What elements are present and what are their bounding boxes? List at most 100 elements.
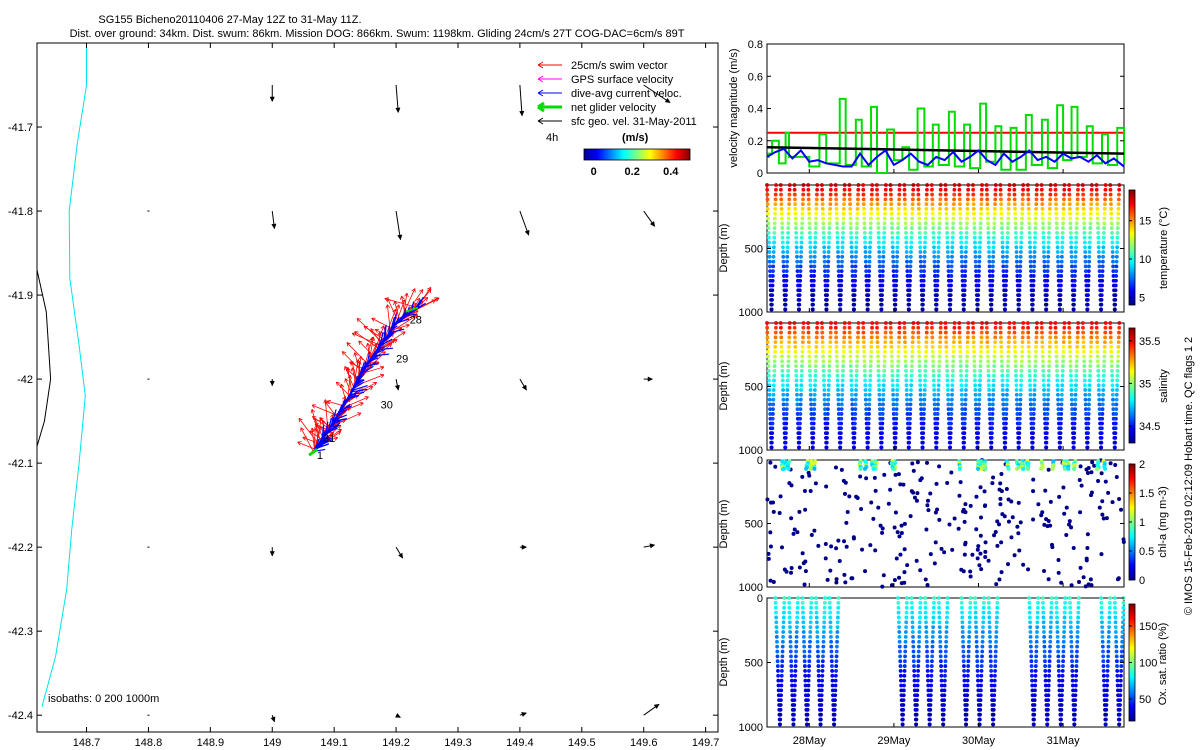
profile-sample xyxy=(1111,412,1116,416)
profile-sample xyxy=(943,659,948,664)
profile-sample xyxy=(1034,349,1038,354)
profile-sample xyxy=(839,288,843,293)
profile-sample xyxy=(967,615,972,620)
profile-sample xyxy=(827,359,832,364)
profile-sample xyxy=(924,639,929,644)
profile-sample xyxy=(770,416,775,421)
geo-vector-17-head xyxy=(521,544,528,550)
profile-sample xyxy=(1048,340,1052,345)
swim-vector-head xyxy=(329,431,334,437)
profile-sample xyxy=(821,349,825,354)
profile-sample xyxy=(1046,245,1051,250)
profile-sample xyxy=(1047,211,1052,216)
profile-sample xyxy=(797,440,802,445)
profile-sample xyxy=(941,722,946,727)
profile-sample xyxy=(961,639,965,644)
profile-sample xyxy=(794,649,798,654)
swim-vector-61 xyxy=(357,355,363,381)
profile-sample xyxy=(771,259,776,264)
profile-sample xyxy=(1029,274,1033,278)
profile-sample xyxy=(785,250,790,254)
profile-sample xyxy=(866,293,871,297)
profile-sample xyxy=(1041,625,1046,630)
map-x-tick-label: 149.5 xyxy=(568,737,596,749)
profile-sample xyxy=(1106,634,1111,639)
profile-sample xyxy=(1108,187,1113,192)
profile-sample xyxy=(977,259,982,264)
profile-sample xyxy=(781,630,786,634)
profile-sample xyxy=(798,402,803,407)
profile-sample xyxy=(950,250,955,254)
profile-sample xyxy=(893,435,898,440)
profile-sample xyxy=(877,250,882,254)
profile-sample xyxy=(909,368,914,373)
profile-sample xyxy=(1096,240,1101,245)
profile-sample xyxy=(1111,269,1116,274)
profile-sample xyxy=(929,664,934,668)
profile-sample xyxy=(952,183,957,187)
profile-sample xyxy=(1113,610,1118,615)
profile-sample xyxy=(949,412,954,416)
profile-sample xyxy=(984,321,989,325)
profile-sample xyxy=(904,240,909,245)
profile-sample xyxy=(848,221,853,226)
profile-sample xyxy=(1113,283,1118,288)
profile-sample xyxy=(896,221,901,226)
profile-sample xyxy=(868,235,873,240)
profile-sample xyxy=(1079,483,1084,488)
profile-sample xyxy=(821,630,826,634)
profile-sample xyxy=(1058,426,1063,431)
profile-sample xyxy=(1045,402,1050,407)
profile-sample xyxy=(868,226,873,230)
profile-sample xyxy=(1041,235,1046,240)
colorbar-tick-label: 1 xyxy=(1139,517,1145,529)
profile-sample xyxy=(842,539,847,544)
profile-sample xyxy=(904,245,909,250)
profile-sample xyxy=(814,207,819,211)
swim-vector-head xyxy=(393,338,398,343)
profile-sample xyxy=(992,693,997,698)
profile-sample xyxy=(869,192,874,197)
profile-sample xyxy=(830,678,835,683)
isobath-200m-line xyxy=(41,43,88,707)
profile-sample xyxy=(1027,221,1032,226)
profile-sample xyxy=(808,634,813,639)
profile-sample xyxy=(974,630,979,634)
profile-sample xyxy=(863,259,868,264)
profile-sample xyxy=(911,321,916,325)
profile-sample xyxy=(936,250,941,254)
profile-sample xyxy=(1119,649,1124,654)
profile-sample xyxy=(1101,383,1106,388)
profile-sample xyxy=(931,373,936,378)
profile-sample xyxy=(965,683,970,688)
profile-sample xyxy=(930,634,935,639)
profile-sample xyxy=(934,481,939,486)
profile-sample xyxy=(959,392,964,397)
profile-sample xyxy=(946,264,951,269)
profile-sample xyxy=(1055,245,1060,250)
profile-sample xyxy=(959,368,963,373)
profile-sample xyxy=(849,250,854,254)
profile-sample xyxy=(877,245,881,250)
swim-vector-shaft xyxy=(298,417,320,445)
profile-sample xyxy=(787,620,792,625)
profile-sample xyxy=(925,654,930,659)
profile-sample xyxy=(944,211,949,216)
profile-sample xyxy=(923,600,928,605)
profile-sample xyxy=(908,264,913,269)
profile-sample xyxy=(974,412,979,416)
profile-sample xyxy=(902,580,907,585)
profile-sample xyxy=(780,354,784,359)
profile-sample-surface xyxy=(781,466,786,471)
profile-sample xyxy=(890,221,894,226)
profile-sample xyxy=(1071,445,1076,450)
profile-sample xyxy=(808,392,813,397)
profile-sample xyxy=(799,378,804,383)
profile-sample xyxy=(1027,368,1032,373)
profile-sample xyxy=(1100,274,1105,278)
profile-sample xyxy=(931,378,936,383)
swim-vector-125 xyxy=(300,427,314,453)
profile-sample xyxy=(828,330,833,335)
profile-sample xyxy=(838,302,843,307)
profile-sample xyxy=(1074,235,1079,240)
